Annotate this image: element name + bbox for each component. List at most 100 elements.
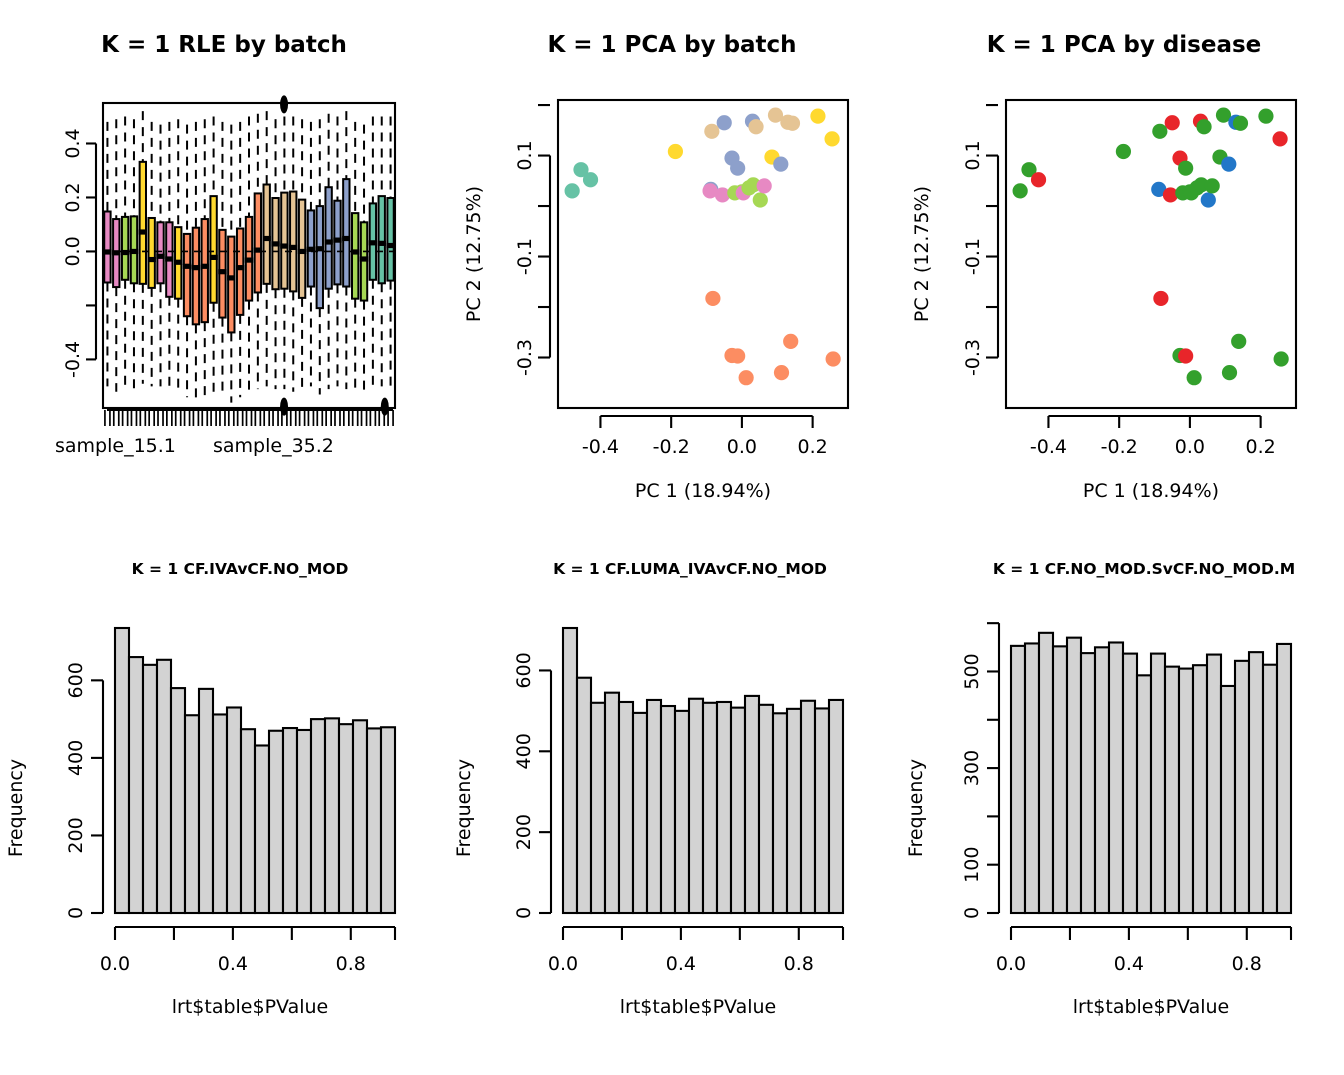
pca-disease-y-tick-label: -0.1	[962, 238, 984, 275]
rle-box-rect	[182, 232, 192, 318]
pca-disease-chart: K = 1 PCA by disease -0.4 -0.2 0.0 0.20.1-0…	[911, 32, 1298, 502]
hist3-y-tick-label: 300	[961, 750, 983, 786]
pca-batch-point	[667, 143, 684, 160]
hist3-bar	[1023, 642, 1041, 915]
hist2-ylabel: Frequency	[453, 759, 475, 857]
rle-box	[342, 111, 351, 390]
hist2-bar	[785, 707, 803, 915]
rle-y-tick-label: 0.2	[62, 182, 84, 212]
rle-box	[138, 111, 148, 384]
rle-box	[253, 113, 263, 390]
hist2-y-tick-label: 600	[513, 652, 535, 688]
rle-y-tick-label: 0.0	[62, 236, 84, 266]
hist2-y-tick-label: 0	[513, 907, 535, 919]
pca-disease-title: K = 1 PCA by disease	[987, 32, 1262, 58]
rle-box-rect	[297, 198, 307, 299]
pca-batch-point	[825, 351, 841, 367]
hist3-bar	[1121, 652, 1139, 915]
hist2-bar	[659, 704, 677, 915]
pca-batch-point	[738, 370, 754, 386]
rle-y-tick-label: 0.4	[62, 128, 84, 158]
hist1-bar	[169, 687, 187, 915]
pca-disease-point	[1186, 370, 1202, 386]
pca-disease-point	[1193, 177, 1209, 193]
pca-disease-x-tick-label: -0.4	[1030, 436, 1067, 458]
rle-box	[235, 121, 245, 398]
hist2-bar	[575, 676, 593, 915]
rle-box	[244, 116, 254, 392]
hist3-bar	[1191, 664, 1209, 915]
rle-box	[156, 124, 165, 387]
hist3-bar	[1009, 644, 1027, 915]
pca-batch-y-tick-label: -0.1	[514, 238, 536, 275]
hist3-bar	[1261, 663, 1279, 915]
rle-box-rect	[209, 195, 218, 304]
pca-disease-point	[1200, 192, 1216, 208]
pca-disease-point	[1151, 181, 1167, 197]
hist3-title: K = 1 CF.NO_MOD.SvCF.NO_MOD.M	[993, 560, 1295, 578]
hist2-y-tick-label: 200	[513, 814, 535, 850]
hist3-bar	[1247, 651, 1265, 915]
hist2-bar	[771, 712, 789, 915]
hist3-bar	[1233, 659, 1251, 915]
panel-pca-batch: K = 1 PCA by batch -0.4 -0.2 0.0 0.2 0.1 -0.1…	[448, 0, 896, 538]
pca-batch-y-tick-label: -0.3	[514, 339, 536, 376]
hist2-bar	[827, 698, 845, 915]
hist3-y-tick-label: 0	[961, 907, 983, 919]
pca-disease-point	[1012, 183, 1028, 199]
hist3-axes: 0 100 300 500 0.0 0.4 0.8	[961, 622, 1293, 975]
rle-box	[377, 116, 386, 387]
hist2-bar	[743, 694, 761, 915]
hist3-chart: K = 1 CF.NO_MOD.SvCF.NO_MOD.M 0 100 300 500…	[905, 560, 1295, 1018]
hist1-bar	[113, 626, 131, 915]
pca-batch-point	[730, 160, 746, 176]
hist3-bar	[1177, 667, 1195, 915]
pca-disease-point	[1021, 162, 1037, 178]
hist2-bar	[799, 699, 817, 915]
hist3-ylabel: Frequency	[905, 759, 927, 857]
pca-disease-y-tick-label: 0.1	[962, 140, 984, 170]
hist2-bar	[561, 626, 579, 915]
pca-disease-point	[1178, 160, 1194, 176]
hist1-bar	[155, 658, 173, 915]
pca-batch-ylabel: PC 2 (12.75%)	[463, 186, 485, 322]
pca-batch-point	[748, 119, 764, 135]
pca-disease-points	[1012, 107, 1289, 386]
rle-xlabel-2: sample_35.2	[213, 435, 334, 457]
rle-outlier	[380, 397, 389, 416]
hist2-bar	[589, 701, 607, 915]
hist1-bar	[253, 744, 271, 915]
hist1-y-tick-label: 0	[65, 907, 87, 919]
rle-box-rect	[103, 210, 112, 284]
pca-disease-point	[1231, 333, 1247, 349]
pca-batch-points	[564, 107, 841, 386]
pca-disease-y-tick-label: -0.3	[962, 339, 984, 376]
hist1-bar	[127, 656, 145, 915]
rle-box	[280, 116, 289, 390]
hist1-bar	[141, 663, 159, 915]
pca-batch-point	[702, 183, 718, 199]
rle-box-rect	[227, 235, 236, 334]
rle-box	[209, 116, 218, 392]
pca-disease-point	[1273, 351, 1289, 367]
rle-box	[129, 119, 139, 390]
rle-xlabel-1: sample_15.1	[55, 435, 176, 457]
rle-boxes	[103, 95, 395, 416]
hist1-bar	[337, 723, 355, 915]
rle-box	[324, 113, 333, 390]
rle-box-rect	[377, 195, 386, 285]
hist3-bar	[1163, 665, 1181, 915]
hist3-bar	[1093, 646, 1111, 915]
pca-batch-axes: -0.4 -0.2 0.0 0.2 0.1 -0.1 -0.3	[514, 103, 828, 458]
pca-disease-point	[1204, 178, 1220, 194]
hist1-x-tick-label: 0.8	[336, 953, 366, 975]
hist3-bar	[1135, 674, 1153, 915]
hist1-xlabel: lrt$table$PValue	[172, 996, 328, 1018]
pca-disease-point	[1272, 131, 1288, 147]
pca-disease-point	[1030, 172, 1047, 188]
rle-box	[262, 111, 271, 387]
pca-disease-point	[1221, 365, 1238, 381]
pca-disease-x-tick-label: -0.2	[1101, 436, 1138, 458]
